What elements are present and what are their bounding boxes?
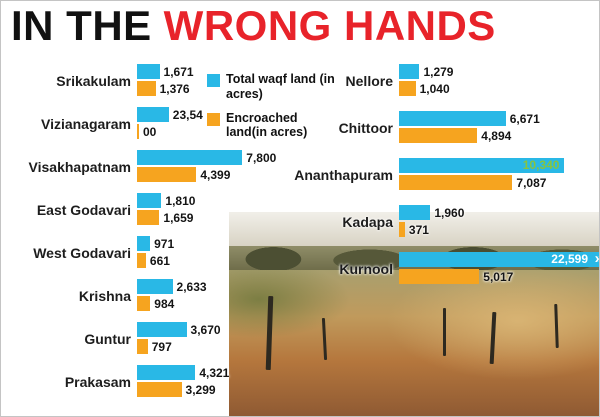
district-row: Kadapa 1,960 371: [283, 205, 599, 239]
total-value-label: 6,671: [509, 111, 540, 126]
district-row: Visakhapatnam 7,800 4,399: [5, 150, 276, 184]
encroached-waqf-bar: [399, 175, 513, 190]
district-row: West Godavari 971 661: [5, 236, 255, 270]
district-row: Prakasam 4,321 3,299: [5, 365, 255, 399]
encroached-value-label: 00: [143, 124, 157, 139]
district-label: Kurnool: [339, 261, 393, 277]
district-row: Nellore 1,279 1,040: [283, 64, 599, 98]
title-prefix: IN THE: [11, 2, 152, 49]
district-label: Krishna: [78, 288, 131, 304]
total-value-label: 22,599: [551, 252, 588, 266]
total-waqf-color-swatch: [207, 74, 220, 87]
encroached-waqf-bar: [137, 210, 160, 225]
encroached-value-label: 4,399: [200, 167, 231, 182]
legend-item-total: Total waqf land (in acres): [207, 72, 339, 102]
total-value-label: 10,340: [522, 158, 560, 172]
encroached-value-label: 3,299: [185, 382, 216, 397]
district-label: Ananthapuram: [294, 167, 393, 183]
photo-dry-field: [229, 270, 599, 416]
district-label: Chittoor: [338, 120, 393, 136]
district-row: Chittoor 6,671 4,894: [283, 111, 599, 145]
total-value-label: 1,810: [165, 193, 196, 208]
encroached-waqf-bar: [137, 167, 197, 182]
district-row: Srikakulam 1,671 1,376: [5, 64, 255, 98]
encroached-waqf-bar: [137, 253, 146, 268]
total-value-label: 1,960: [434, 205, 465, 220]
total-value-label: 7,800: [246, 150, 277, 165]
legend-item-encroached: Encroached land(in acres): [207, 111, 339, 141]
encroached-value-label: 1,376: [159, 81, 190, 96]
encroached-waqf-bar: [137, 296, 151, 311]
total-waqf-bar: [137, 150, 243, 165]
encroached-value-label: 661: [149, 253, 170, 268]
total-value-label: 23,54: [172, 107, 203, 122]
encroached-color-swatch: [207, 112, 220, 126]
encroached-value-label: 797: [151, 339, 172, 354]
total-waqf-bar: [137, 64, 160, 79]
encroached-value-label: 984: [154, 296, 175, 311]
district-row: Vizianagaram 23,54 00: [5, 107, 255, 141]
district-label: Prakasam: [64, 374, 131, 390]
district-label: West Godavari: [33, 245, 131, 261]
encroached-waqf-bar: [137, 124, 139, 139]
total-waqf-bar: 10,340: [399, 158, 565, 173]
district-row: Ananthapuram 10,340 7,087: [283, 158, 599, 192]
district-label: Visakhapatnam: [28, 159, 131, 175]
district-row: East Godavari 1,810 1,659: [5, 193, 255, 227]
title-highlight: WRONG HANDS: [163, 2, 496, 49]
total-waqf-bar: » 22,599: [399, 250, 599, 268]
encroached-waqf-bar: [399, 128, 478, 143]
district-row: Kurnool » 22,599 5,017: [283, 250, 599, 286]
encroached-value-label: 5,017: [483, 269, 514, 284]
total-waqf-bar: [137, 193, 162, 208]
encroached-value-label: 1,659: [163, 210, 194, 225]
page-title: IN THE WRONG HANDS: [11, 2, 496, 49]
legend-label: Total waqf land (in acres): [226, 72, 335, 101]
district-label: Srikakulam: [56, 73, 131, 89]
total-value-label: 2,633: [176, 279, 207, 294]
district-row: Krishna 2,633 984: [5, 279, 255, 313]
fence-post: [443, 308, 446, 356]
district-label: Vizianagaram: [40, 116, 131, 132]
encroached-value-label: 1,040: [419, 81, 450, 96]
encroached-waqf-bar: [137, 339, 148, 354]
bar-column-left: Srikakulam 1,671 1,376 Vizianagaram 23,54 00 V…: [5, 64, 276, 408]
bar-column-right: Nellore 1,279 1,040 Chittoor 6,671 4,894 Anant…: [283, 64, 599, 299]
district-label: Kadapa: [342, 214, 393, 230]
encroached-value-label: 371: [408, 222, 429, 237]
encroached-value-label: 4,894: [481, 128, 512, 143]
total-value-label: 4,321: [199, 365, 230, 380]
total-waqf-bar: [137, 365, 196, 380]
bar-clip-indicator: »: [595, 250, 599, 268]
total-waqf-bar: [399, 111, 506, 126]
total-value-label: 1,671: [163, 64, 194, 79]
encroached-waqf-bar: [399, 81, 416, 96]
total-waqf-bar: [399, 205, 431, 220]
encroached-waqf-bar: [137, 81, 156, 96]
district-row: Guntur 3,670 797: [5, 322, 255, 356]
total-value-label: 1,279: [423, 64, 454, 79]
total-value-label: 3,670: [190, 322, 221, 337]
total-waqf-bar: [137, 107, 169, 122]
total-value-label: 971: [154, 236, 175, 251]
total-waqf-bar: [137, 236, 151, 251]
total-waqf-bar: [137, 322, 187, 337]
encroached-waqf-bar: [399, 222, 405, 237]
total-waqf-bar: [137, 279, 173, 294]
encroached-value-label: 7,087: [516, 175, 547, 190]
legend-label: Encroached land(in acres): [226, 110, 308, 140]
encroached-waqf-bar: [137, 382, 182, 397]
legend: Total waqf land (in acres) Encroached la…: [207, 72, 339, 149]
district-label: Nellore: [345, 73, 393, 89]
district-label: East Godavari: [36, 202, 131, 218]
encroached-waqf-bar: [399, 269, 480, 284]
total-waqf-bar: [399, 64, 420, 79]
district-label: Guntur: [84, 331, 131, 347]
